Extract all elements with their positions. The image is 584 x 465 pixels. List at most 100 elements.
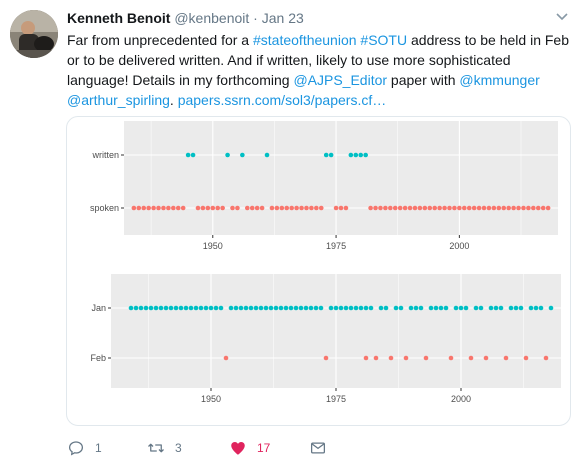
data-point <box>471 205 477 211</box>
tweet-actions: 1 3 17 <box>67 438 387 458</box>
tweet-media-image[interactable]: written spoken 1950 1975 2000 Jan Feb 1950 1975… <box>66 116 571 426</box>
url-link[interactable]: papers.ssrn.com/sol3/papers.cf… <box>177 92 387 108</box>
data-point <box>442 205 447 211</box>
data-point <box>363 305 369 311</box>
data-point <box>548 305 554 311</box>
hashtag-link[interactable]: #SOTU <box>360 32 408 48</box>
direct-message-button[interactable] <box>309 438 337 458</box>
data-point <box>263 305 269 311</box>
data-point <box>437 205 442 211</box>
data-point <box>309 205 314 211</box>
data-point <box>200 205 206 211</box>
data-point <box>190 152 196 158</box>
data-point <box>521 205 526 211</box>
data-point <box>278 305 284 311</box>
data-point <box>259 205 265 211</box>
data-point <box>268 305 274 311</box>
y-tick-label: Feb <box>90 353 106 363</box>
author-avatar[interactable] <box>10 10 58 58</box>
data-point <box>531 205 536 211</box>
data-point <box>388 355 394 361</box>
data-point <box>205 205 211 211</box>
data-point <box>458 305 464 311</box>
data-point <box>203 305 209 311</box>
author-name[interactable]: Kenneth Benoit <box>67 10 171 26</box>
data-point <box>501 205 507 211</box>
data-point <box>298 305 304 311</box>
data-point <box>133 305 139 311</box>
author-handle[interactable]: @kenbenoit <box>174 10 250 26</box>
data-point <box>457 205 462 211</box>
data-point <box>253 305 259 311</box>
reply-button[interactable]: 1 <box>67 438 102 458</box>
data-point <box>398 305 404 311</box>
data-point <box>373 355 379 361</box>
data-point <box>151 205 156 211</box>
data-point <box>233 305 239 311</box>
data-point <box>248 305 254 311</box>
data-point <box>545 205 551 211</box>
tweet-date[interactable]: Jan 23 <box>261 10 304 26</box>
data-point <box>417 205 423 211</box>
data-point <box>156 205 161 211</box>
data-point <box>481 205 487 211</box>
chart-jan-feb: Jan Feb 1950 1975 2000 <box>90 274 561 404</box>
data-point <box>318 205 324 211</box>
mention-link[interactable]: @arthur_spirling <box>67 92 170 108</box>
like-button[interactable]: 17 <box>229 438 270 458</box>
data-point <box>513 305 519 311</box>
data-point <box>498 305 504 311</box>
data-point <box>353 152 359 158</box>
x-tick-label: 2000 <box>449 241 469 251</box>
data-point <box>533 305 539 311</box>
data-point <box>288 305 294 311</box>
data-point <box>397 205 403 211</box>
data-point <box>353 305 359 311</box>
data-point <box>183 305 189 311</box>
data-point <box>486 205 492 211</box>
data-point <box>293 305 299 311</box>
data-point <box>235 205 240 211</box>
data-point <box>428 305 434 311</box>
data-point <box>228 305 234 311</box>
heart-icon <box>231 442 245 455</box>
data-point <box>413 305 419 311</box>
data-point <box>422 205 428 211</box>
data-point <box>175 205 181 211</box>
data-point <box>468 355 474 361</box>
data-point <box>158 305 164 311</box>
data-point <box>193 305 199 311</box>
data-point <box>166 205 171 211</box>
data-point <box>225 152 230 158</box>
x-tick-label: 1975 <box>326 241 346 251</box>
mention-link[interactable]: @kmmunger <box>459 72 540 88</box>
data-point <box>333 305 339 311</box>
retweet-button[interactable]: 3 <box>147 438 182 458</box>
data-point <box>453 305 459 311</box>
data-point <box>195 205 201 211</box>
data-point <box>304 205 309 211</box>
data-point <box>168 305 174 311</box>
data-point <box>473 305 479 311</box>
data-point <box>493 305 499 311</box>
data-point <box>243 305 249 311</box>
data-point <box>171 205 176 211</box>
data-point <box>138 305 144 311</box>
data-point <box>333 205 339 211</box>
data-point <box>448 355 454 361</box>
hashtag-link[interactable]: #stateoftheunion <box>253 32 357 48</box>
data-point <box>173 305 179 311</box>
data-point <box>338 305 344 311</box>
data-point <box>323 355 329 361</box>
mention-link[interactable]: @AJPS_Editor <box>293 72 388 88</box>
data-point <box>180 205 186 211</box>
data-point <box>178 305 184 311</box>
data-point <box>284 205 290 211</box>
data-point <box>363 355 369 361</box>
data-point <box>244 205 250 211</box>
data-point <box>240 152 245 158</box>
separator-dot: · <box>253 10 258 26</box>
data-point <box>463 305 469 311</box>
caret-down-icon[interactable] <box>554 10 570 24</box>
data-point <box>518 305 524 311</box>
